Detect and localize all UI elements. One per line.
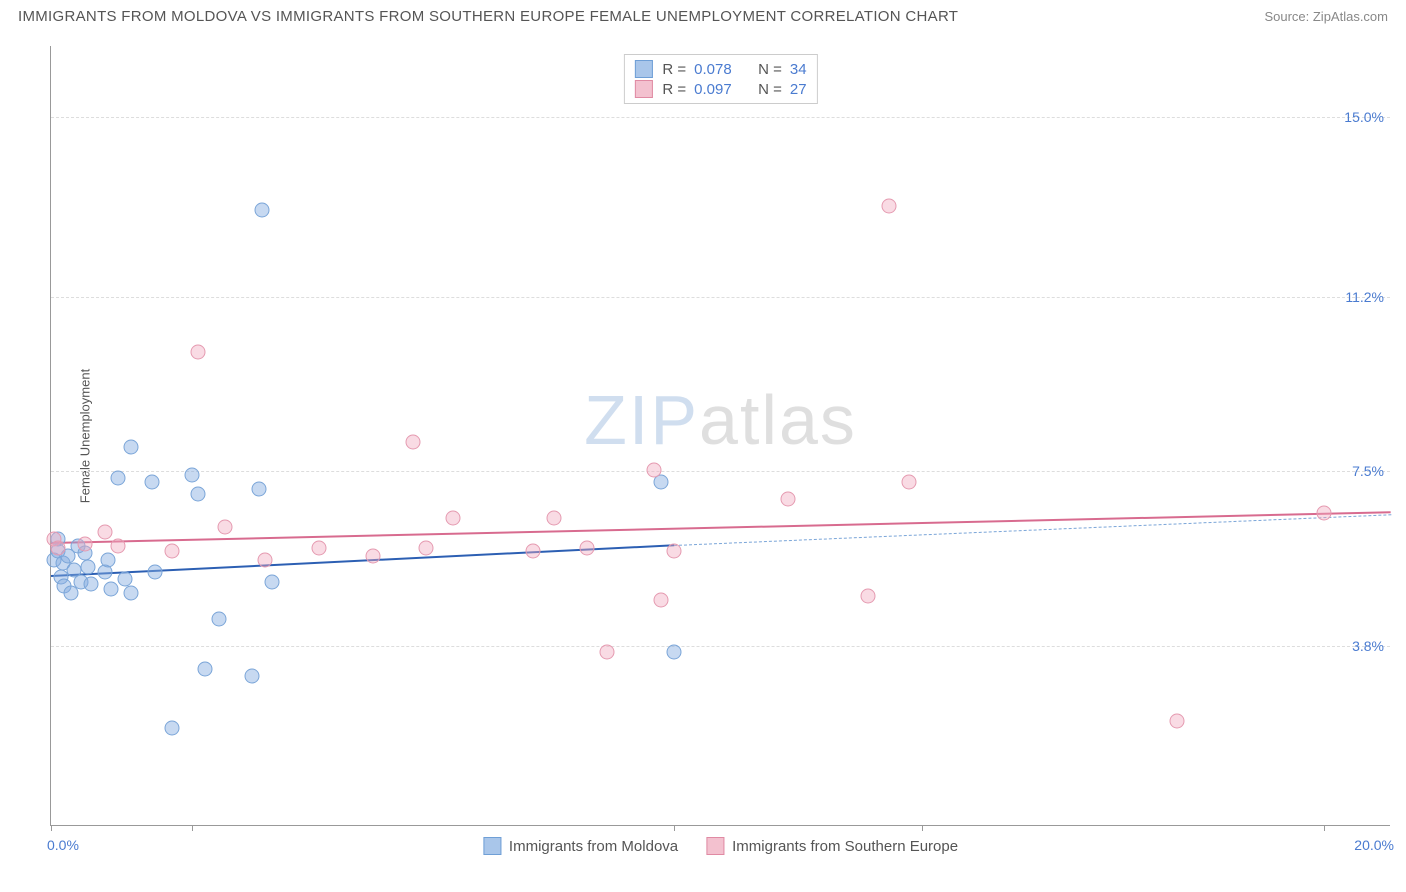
x-tick	[922, 825, 923, 831]
data-point-southern-europe	[312, 541, 327, 556]
x-min-label: 0.0%	[47, 837, 79, 853]
data-point-southern-europe	[164, 543, 179, 558]
data-point-southern-europe	[405, 435, 420, 450]
data-point-southern-europe	[667, 543, 682, 558]
series-legend-item-southern-europe: Immigrants from Southern Europe	[706, 837, 958, 855]
series-legend: Immigrants from Moldova Immigrants from S…	[483, 837, 958, 855]
legend-swatch-southern-europe	[634, 80, 652, 98]
data-point-southern-europe	[1169, 714, 1184, 729]
y-tick-label: 7.5%	[1352, 463, 1384, 479]
gridline	[51, 646, 1390, 647]
n-value-moldova: 34	[790, 61, 807, 78]
data-point-moldova	[64, 586, 79, 601]
gridline	[51, 471, 1390, 472]
y-tick-label: 3.8%	[1352, 638, 1384, 654]
data-point-southern-europe	[600, 645, 615, 660]
data-point-southern-europe	[881, 198, 896, 213]
data-point-moldova	[265, 574, 280, 589]
data-point-moldova	[245, 669, 260, 684]
trend-line-southern-europe	[51, 512, 1391, 545]
series-label-moldova: Immigrants from Moldova	[509, 838, 678, 855]
x-tick	[1324, 825, 1325, 831]
r-label: R =	[662, 81, 686, 98]
source-value: ZipAtlas.com	[1313, 9, 1388, 24]
data-point-moldova	[251, 482, 266, 497]
data-point-southern-europe	[647, 463, 662, 478]
watermark-atlas: atlas	[699, 381, 857, 459]
series-label-southern-europe: Immigrants from Southern Europe	[732, 838, 958, 855]
data-point-moldova	[117, 572, 132, 587]
data-point-moldova	[667, 645, 682, 660]
data-point-moldova	[84, 576, 99, 591]
legend-row-moldova: R = 0.078 N = 34	[634, 59, 806, 79]
data-point-moldova	[255, 203, 270, 218]
r-value-moldova: 0.078	[694, 61, 742, 78]
data-point-moldova	[184, 468, 199, 483]
n-label: N =	[758, 81, 782, 98]
data-point-southern-europe	[1317, 506, 1332, 521]
data-point-moldova	[104, 581, 119, 596]
x-tick	[192, 825, 193, 831]
data-point-southern-europe	[526, 543, 541, 558]
data-point-moldova	[124, 439, 139, 454]
gridline	[51, 117, 1390, 118]
data-point-moldova	[124, 586, 139, 601]
correlation-legend: R = 0.078 N = 34 R = 0.097 N = 27	[623, 54, 817, 104]
chart-header: IMMIGRANTS FROM MOLDOVA VS IMMIGRANTS FR…	[0, 0, 1406, 29]
n-value-southern-europe: 27	[790, 81, 807, 98]
data-point-moldova	[211, 612, 226, 627]
gridline	[51, 297, 1390, 298]
data-point-southern-europe	[50, 541, 65, 556]
source-label: Source:	[1264, 9, 1312, 24]
data-point-moldova	[198, 662, 213, 677]
data-point-southern-europe	[97, 524, 112, 539]
data-point-moldova	[144, 475, 159, 490]
y-tick-label: 11.2%	[1345, 289, 1384, 305]
plot-area: ZIPatlas R =0.078N =34R =0.097N =27 0.0%…	[50, 46, 1390, 826]
data-point-southern-europe	[111, 539, 126, 554]
data-point-moldova	[147, 565, 162, 580]
r-label: R =	[662, 61, 686, 78]
data-point-southern-europe	[446, 510, 461, 525]
series-legend-item-moldova: Immigrants from Moldova	[483, 837, 678, 855]
data-point-southern-europe	[901, 475, 916, 490]
source-attribution: Source: ZipAtlas.com	[1264, 9, 1388, 24]
data-point-southern-europe	[546, 510, 561, 525]
n-label: N =	[758, 61, 782, 78]
watermark: ZIPatlas	[584, 380, 857, 460]
data-point-southern-europe	[365, 548, 380, 563]
legend-swatch-moldova	[634, 60, 652, 78]
legend-swatch-moldova	[483, 837, 501, 855]
data-point-moldova	[191, 487, 206, 502]
data-point-southern-europe	[258, 553, 273, 568]
legend-row-southern-europe: R = 0.097 N = 27	[634, 79, 806, 99]
r-value-southern-europe: 0.097	[694, 81, 742, 98]
data-point-southern-europe	[781, 491, 796, 506]
watermark-zip: ZIP	[584, 381, 699, 459]
data-point-moldova	[80, 560, 95, 575]
data-point-moldova	[100, 553, 115, 568]
x-max-label: 20.0%	[1354, 837, 1394, 853]
y-tick-label: 15.0%	[1344, 109, 1384, 125]
legend-swatch-southern-europe	[706, 837, 724, 855]
data-point-southern-europe	[77, 536, 92, 551]
data-point-moldova	[164, 721, 179, 736]
x-tick	[51, 825, 52, 831]
scatter-chart: Female Unemployment ZIPatlas R =0.078N =…	[50, 46, 1390, 826]
chart-title: IMMIGRANTS FROM MOLDOVA VS IMMIGRANTS FR…	[18, 8, 958, 25]
data-point-southern-europe	[191, 345, 206, 360]
data-point-southern-europe	[861, 588, 876, 603]
data-point-southern-europe	[653, 593, 668, 608]
data-point-southern-europe	[218, 520, 233, 535]
data-point-moldova	[111, 470, 126, 485]
data-point-southern-europe	[580, 541, 595, 556]
x-tick	[674, 825, 675, 831]
data-point-southern-europe	[419, 541, 434, 556]
